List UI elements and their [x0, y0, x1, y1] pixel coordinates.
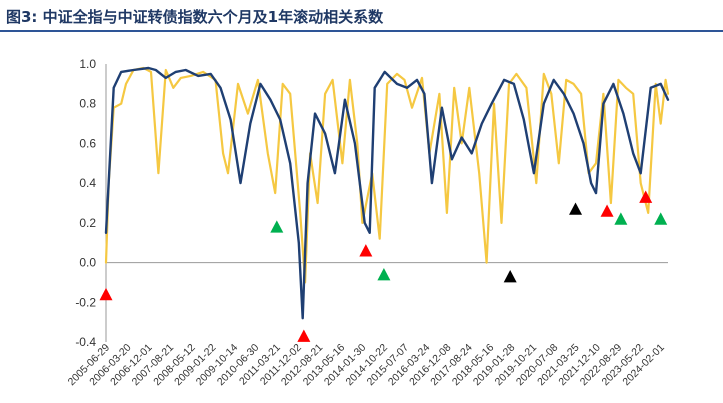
y-tick-label: 0.0 [79, 256, 96, 270]
figure-title-bar: 图3: 中证全指与中证转债指数六个月及1年滚动相关系数 [0, 0, 723, 32]
y-tick-label: 0.8 [79, 97, 96, 111]
marker-layer [99, 190, 668, 342]
event-marker-triangle [270, 220, 284, 233]
y-tick-label: 0.2 [79, 216, 96, 230]
event-marker-triangle [639, 190, 653, 203]
figure-title: 图3: 中证全指与中证转债指数六个月及1年滚动相关系数 [6, 8, 384, 26]
event-marker-triangle [377, 267, 391, 281]
event-marker-triangle [359, 244, 373, 257]
y-tick-label: 0.4 [79, 176, 96, 190]
event-marker-triangle [297, 329, 311, 342]
event-marker-triangle [600, 204, 614, 217]
y-tick-label: -0.2 [75, 295, 96, 309]
y-axis: 1.0 0.8 0.6 0.4 0.2 0.0 -0.2 -0.4 [75, 57, 107, 349]
series-line [104, 66, 670, 284]
series-layer [104, 66, 670, 320]
title-underline [0, 30, 723, 32]
event-marker-triangle [503, 269, 517, 283]
y-tick-label: 0.6 [79, 136, 96, 150]
event-marker-triangle [99, 287, 113, 301]
event-marker-triangle [569, 202, 583, 215]
event-marker-triangle [614, 212, 628, 225]
y-tick-label: 1.0 [79, 57, 96, 71]
series-line [104, 66, 670, 320]
correlation-chart: 1.0 0.8 0.6 0.4 0.2 0.0 -0.2 -0.4 2005-06-29200… [66, 57, 670, 388]
x-axis: 2005-06-292006-03-202006-12-012007-08-21… [66, 262, 668, 388]
y-tick-label: -0.4 [75, 335, 96, 349]
event-marker-triangle [654, 212, 668, 225]
